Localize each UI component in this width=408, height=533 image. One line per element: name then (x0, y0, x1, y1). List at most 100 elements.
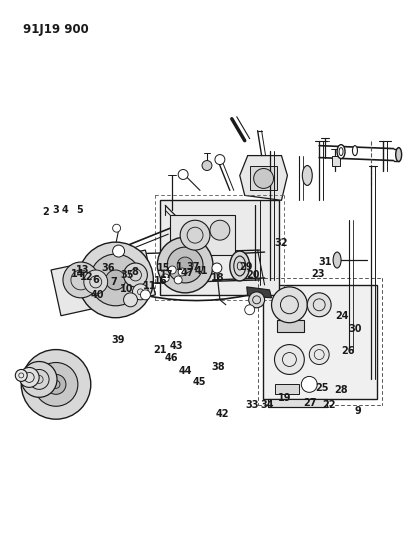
Bar (332, 156, 340, 166)
Text: 17: 17 (160, 270, 173, 280)
Text: 14: 14 (71, 269, 84, 279)
Text: 46: 46 (165, 353, 178, 362)
Text: 43: 43 (170, 341, 183, 351)
Bar (268, 399, 327, 407)
Circle shape (34, 362, 78, 406)
Circle shape (167, 247, 203, 283)
Circle shape (272, 287, 307, 322)
Bar (160, 200, 279, 295)
Circle shape (302, 376, 317, 392)
Circle shape (210, 220, 230, 240)
Text: 7: 7 (111, 277, 118, 287)
Bar (263, 285, 377, 399)
Ellipse shape (87, 261, 95, 279)
Ellipse shape (83, 254, 98, 286)
Bar (277, 320, 304, 332)
Text: 37: 37 (186, 262, 200, 271)
Text: 18: 18 (211, 273, 225, 283)
Polygon shape (247, 287, 272, 298)
Text: 21: 21 (153, 345, 167, 355)
Text: 39: 39 (111, 335, 125, 345)
Ellipse shape (337, 144, 345, 158)
Text: 30: 30 (349, 324, 362, 334)
Text: 6: 6 (93, 275, 100, 285)
Text: 47: 47 (181, 268, 195, 278)
Bar (250, 166, 277, 190)
Circle shape (177, 257, 193, 273)
Ellipse shape (396, 148, 401, 161)
Text: 41: 41 (195, 266, 208, 276)
Text: 36: 36 (101, 263, 115, 273)
Circle shape (178, 268, 186, 276)
Text: 13: 13 (75, 265, 89, 275)
Text: 45: 45 (193, 377, 206, 387)
Circle shape (307, 293, 331, 317)
Circle shape (202, 160, 212, 171)
Circle shape (215, 155, 225, 165)
Circle shape (63, 262, 99, 298)
Text: 35: 35 (120, 270, 134, 280)
Circle shape (15, 369, 27, 382)
Text: 27: 27 (304, 398, 317, 408)
Ellipse shape (353, 146, 357, 156)
Ellipse shape (333, 252, 341, 268)
Text: 32: 32 (274, 238, 288, 248)
Text: 11: 11 (143, 281, 157, 291)
Circle shape (275, 345, 304, 375)
Text: 40: 40 (91, 290, 104, 300)
Text: 33: 33 (245, 400, 259, 410)
Bar (170, 215, 235, 255)
Text: 19: 19 (278, 393, 292, 403)
Circle shape (21, 361, 57, 397)
Text: 8: 8 (132, 267, 139, 277)
Text: 22: 22 (322, 400, 335, 410)
Text: 1: 1 (175, 262, 182, 271)
Polygon shape (240, 156, 287, 200)
Circle shape (140, 290, 151, 300)
Circle shape (106, 270, 126, 290)
Text: 26: 26 (341, 346, 355, 357)
Circle shape (161, 274, 169, 282)
Text: 12: 12 (80, 272, 93, 282)
Text: 10: 10 (120, 284, 133, 294)
Circle shape (254, 168, 273, 188)
Text: 23: 23 (312, 269, 325, 279)
Circle shape (180, 220, 210, 250)
Text: 9: 9 (355, 406, 361, 416)
Circle shape (21, 350, 91, 419)
Circle shape (90, 254, 142, 306)
Text: 31: 31 (319, 257, 333, 267)
Circle shape (19, 367, 39, 387)
Text: 38: 38 (211, 362, 225, 372)
Circle shape (113, 245, 124, 257)
Text: 44: 44 (178, 366, 192, 376)
Text: 4: 4 (62, 205, 69, 215)
Text: 16: 16 (154, 276, 167, 286)
Text: 20: 20 (246, 270, 259, 280)
Circle shape (113, 224, 121, 232)
Circle shape (168, 266, 176, 274)
Circle shape (84, 270, 108, 294)
Text: 29: 29 (239, 262, 253, 271)
Circle shape (212, 263, 222, 273)
Circle shape (124, 293, 137, 307)
Circle shape (157, 237, 213, 293)
Text: 42: 42 (215, 409, 229, 419)
Bar (275, 384, 299, 394)
Circle shape (309, 345, 329, 365)
Text: 5: 5 (77, 205, 83, 215)
Circle shape (178, 169, 188, 180)
Text: 34: 34 (260, 400, 273, 410)
Circle shape (249, 292, 264, 308)
Text: 3: 3 (53, 205, 60, 215)
Circle shape (245, 305, 255, 315)
Text: 24: 24 (335, 311, 348, 321)
Circle shape (174, 276, 182, 284)
Circle shape (124, 263, 147, 287)
Circle shape (133, 284, 149, 300)
Text: 91J19 900: 91J19 900 (23, 23, 89, 36)
Text: 15: 15 (157, 263, 170, 272)
Polygon shape (51, 250, 155, 316)
Ellipse shape (302, 166, 312, 185)
Text: 28: 28 (334, 384, 348, 394)
